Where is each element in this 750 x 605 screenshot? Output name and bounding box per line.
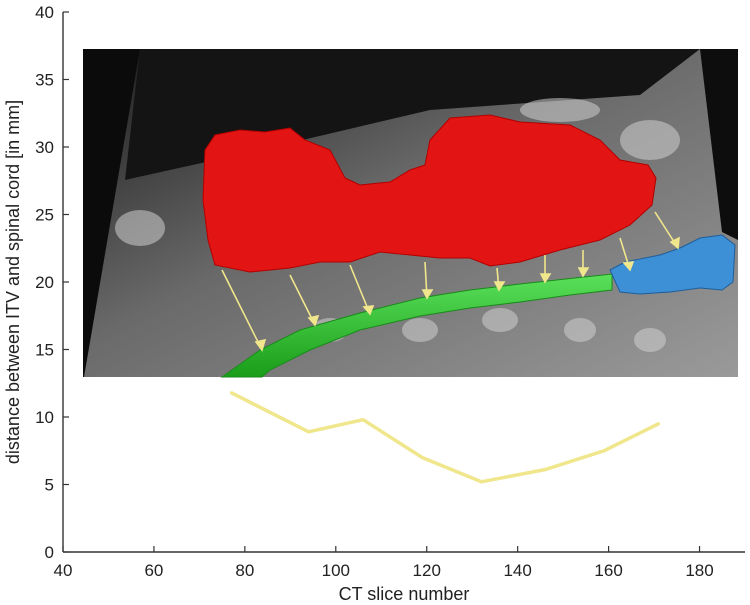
y-tick-label: 30 — [35, 138, 54, 157]
x-tick-label: 120 — [413, 561, 441, 580]
x-tick-label: 80 — [235, 561, 254, 580]
y-tick-label: 35 — [35, 71, 54, 90]
ct-black-left — [83, 49, 140, 377]
series-line — [230, 391, 660, 484]
y-axis-title: distance between ITV and spinal cord [in… — [3, 100, 23, 464]
y-tick-label: 25 — [35, 206, 54, 225]
series-point — [543, 468, 547, 472]
y-tick-label: 0 — [45, 543, 54, 562]
spinal-cord — [220, 273, 613, 378]
y-tick-label: 20 — [35, 273, 54, 292]
x-tick-label: 40 — [54, 561, 73, 580]
ct-black-right — [700, 49, 738, 240]
series-point — [602, 449, 606, 453]
x-axis-title: CT slice number — [339, 584, 470, 604]
y-tick-label: 15 — [35, 341, 54, 360]
ticks: 40 60 80 100 120 140 160 180 0 5 10 15 20 25 30 35 40 — [35, 3, 714, 580]
x-tick-label: 160 — [594, 561, 622, 580]
series-point — [361, 418, 365, 422]
x-tick-label: 180 — [685, 561, 713, 580]
series-points — [229, 391, 661, 484]
series-point — [229, 391, 233, 395]
series-point — [420, 456, 424, 459]
x-tick-label: 140 — [503, 561, 531, 580]
series-point — [307, 430, 311, 434]
distance-arrows — [221, 211, 680, 352]
y-tick-label: 10 — [35, 408, 54, 427]
ct-image-inset — [83, 49, 738, 378]
x-tick-label: 60 — [144, 561, 163, 580]
y-tick-label: 40 — [35, 3, 54, 22]
series-point — [479, 480, 483, 484]
y-tick-label: 5 — [45, 476, 54, 495]
brainstem-volume — [609, 234, 736, 295]
tumor-volume — [202, 114, 657, 273]
series-point — [657, 422, 661, 426]
x-tick-label: 100 — [322, 561, 350, 580]
